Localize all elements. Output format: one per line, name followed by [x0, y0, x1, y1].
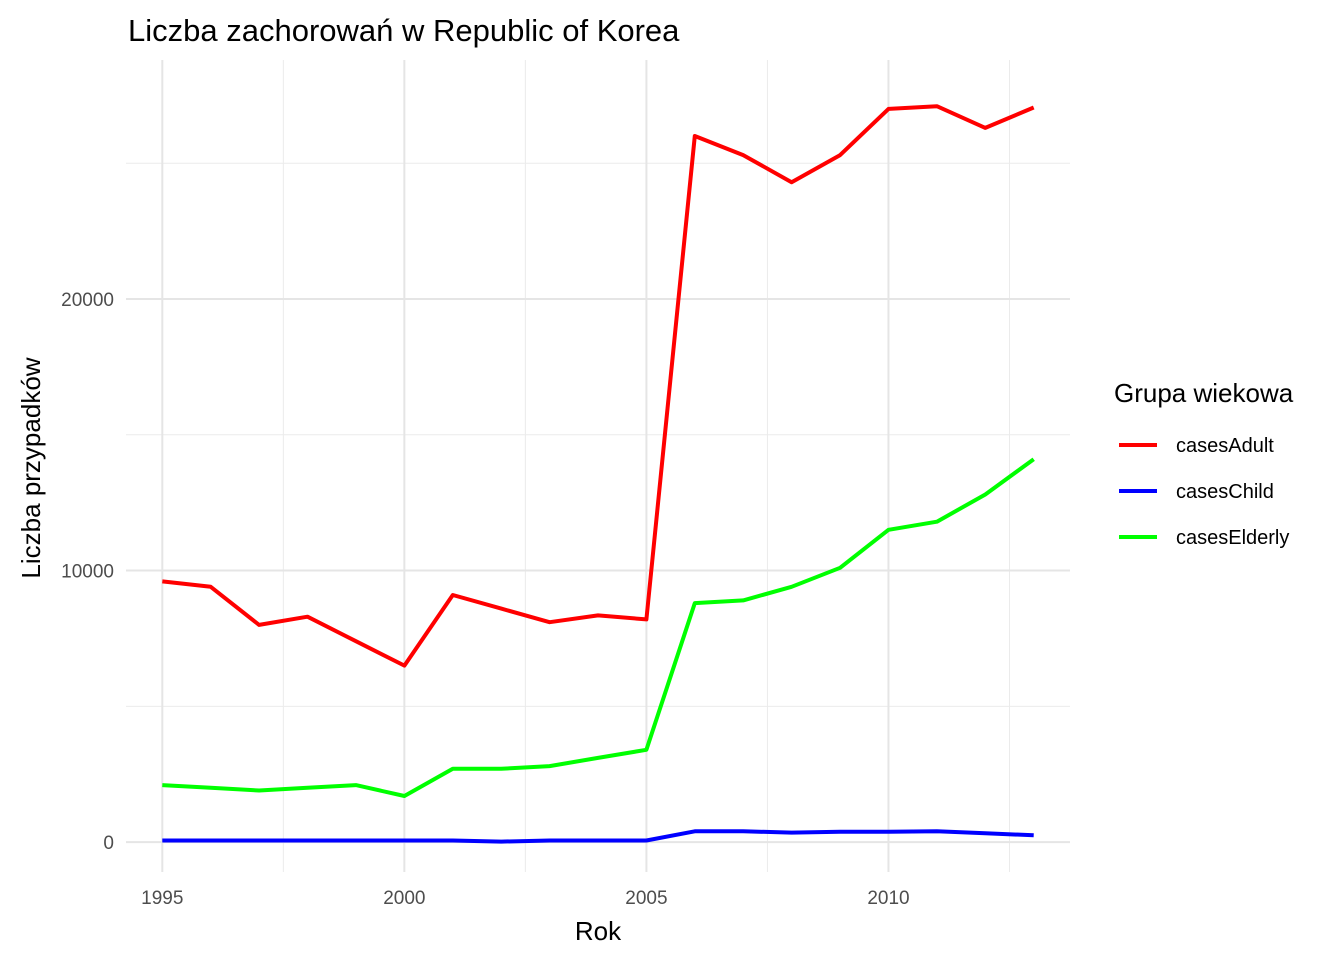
legend-item: casesAdult	[1119, 435, 1274, 457]
series-line-casesAdult	[162, 104, 1035, 668]
series-line-casesChild	[162, 829, 1034, 844]
legend-item: casesChild	[1119, 481, 1274, 503]
y-tick-label: 0	[103, 833, 114, 854]
tick-labels: 1995 2000 2005 2010 0 10000 20000	[61, 290, 909, 909]
grid-lines	[126, 60, 1070, 872]
x-tick-label: 1995	[141, 888, 183, 909]
x-tick-label: 2005	[625, 888, 667, 909]
y-tick-label: 10000	[61, 562, 114, 583]
legend: Grupa wiekowa casesAdult casesChild casesE…	[1114, 378, 1294, 549]
legend-items: casesAdult casesChild casesElderly	[1119, 435, 1289, 549]
legend-label-casesAdult: casesAdult	[1176, 435, 1274, 457]
series-line-casesElderly	[162, 457, 1035, 798]
legend-label-casesChild: casesChild	[1176, 481, 1274, 503]
y-tick-label: 20000	[61, 290, 114, 311]
legend-item: casesElderly	[1119, 527, 1289, 549]
x-axis-title: Rok	[575, 916, 622, 946]
series-lines	[162, 104, 1035, 844]
x-tick-label: 2010	[867, 888, 909, 909]
x-tick-label: 2000	[383, 888, 425, 909]
chart-title: Liczba zachorowań w Republic of Korea	[128, 13, 680, 48]
legend-title: Grupa wiekowa	[1114, 378, 1294, 408]
legend-label-casesElderly: casesElderly	[1176, 527, 1289, 549]
y-axis-title: Liczba przypadków	[16, 357, 46, 578]
